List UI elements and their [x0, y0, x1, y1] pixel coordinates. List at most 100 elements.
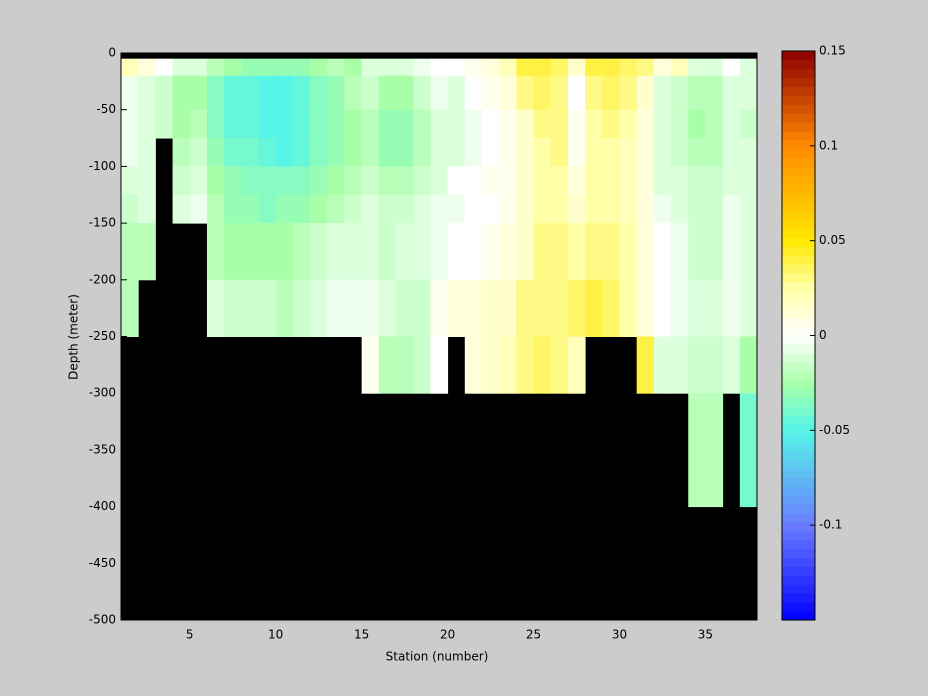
heatmap-cell — [413, 279, 431, 337]
heatmap-cell — [258, 58, 277, 77]
heatmap-cell — [636, 109, 655, 139]
heatmap-cell — [567, 75, 586, 111]
heatmap-cell — [327, 109, 345, 139]
heatmap-cell — [619, 138, 638, 167]
heatmap-cell — [550, 336, 569, 394]
heatmap-cell — [722, 138, 741, 167]
heatmap-cell — [327, 194, 345, 224]
heatmap-cell — [739, 138, 758, 167]
heatmap-cell — [224, 194, 242, 224]
heatmap-cell — [481, 279, 500, 337]
heatmap-cell — [224, 138, 242, 167]
heatmap-cell — [688, 166, 706, 196]
heatmap-cell — [189, 194, 208, 224]
colorbar-swatch — [782, 371, 815, 381]
heatmap-cell — [206, 223, 225, 281]
heatmap-cell — [516, 223, 535, 281]
heatmap-cell — [292, 109, 311, 139]
heatmap-cell — [413, 194, 431, 224]
colorbar-swatch — [782, 202, 815, 212]
colorbar-swatch — [782, 388, 815, 399]
heatmap-cell — [241, 109, 260, 139]
heatmap-cell — [121, 279, 139, 337]
colorbar-swatch — [782, 59, 815, 70]
heatmap-cell — [292, 75, 311, 111]
heatmap-cell — [310, 138, 328, 167]
heatmap-cell — [189, 138, 208, 167]
colorbar-swatch — [782, 317, 815, 328]
colorbar-swatch — [782, 255, 815, 265]
x-tick-label: 25 — [526, 628, 541, 642]
heatmap-cell — [464, 166, 483, 196]
colorbar-swatch — [782, 397, 815, 408]
heatmap-cell — [688, 223, 706, 281]
heatmap-cell — [739, 279, 758, 337]
colorbar-swatch — [782, 442, 815, 452]
heatmap-cell — [206, 58, 225, 77]
colorbar-swatch — [782, 353, 815, 363]
colorbar-swatch — [782, 406, 815, 416]
heatmap-cell — [653, 58, 672, 77]
heatmap-cell — [344, 279, 363, 337]
heatmap-cell — [275, 75, 294, 111]
heatmap-cell — [413, 109, 431, 139]
heatmap-cell — [705, 58, 724, 77]
colorbar-swatch — [782, 219, 815, 230]
colorbar-swatch — [782, 459, 815, 470]
heatmap-cell — [688, 75, 706, 111]
heatmap-cell — [121, 138, 139, 167]
heatmap-cell — [378, 75, 397, 111]
heatmap-cell — [138, 109, 156, 139]
heatmap-cell — [344, 138, 363, 167]
heatmap-cell — [636, 223, 655, 281]
heatmap-cell — [206, 109, 225, 139]
heatmap-cell — [206, 166, 225, 196]
heatmap-cell — [292, 166, 311, 196]
heatmap-cell — [430, 138, 449, 167]
colorbar-swatch — [782, 86, 815, 96]
heatmap-cell — [310, 75, 328, 111]
heatmap-cell — [344, 166, 363, 196]
heatmap-cell — [671, 336, 689, 394]
heatmap-cell — [653, 194, 672, 224]
colorbar-swatch — [782, 273, 815, 283]
heatmap-cell — [602, 194, 620, 224]
heatmap-cell — [258, 194, 277, 224]
heatmap-cell — [327, 279, 345, 337]
y-axis-label: Depth (meter) — [67, 294, 81, 380]
heatmap-cell — [275, 194, 294, 224]
y-tick-label: -300 — [89, 386, 116, 400]
heatmap-cell — [602, 58, 620, 77]
colorbar-tick-label: -0.1 — [819, 518, 842, 532]
heatmap-cell — [533, 109, 552, 139]
heatmap-cell — [739, 58, 758, 77]
colorbar-swatch — [782, 148, 815, 159]
heatmap-cell — [585, 109, 603, 139]
heatmap-cell — [499, 279, 517, 337]
x-tick-label: 10 — [268, 628, 283, 642]
heatmap-cell — [464, 75, 483, 111]
heatmap-cell — [499, 194, 517, 224]
colorbar-swatch — [782, 602, 815, 612]
colorbar-swatch — [782, 166, 815, 176]
heatmap-cell — [516, 58, 535, 77]
heatmap-cell — [567, 279, 586, 337]
heatmap-cell — [327, 138, 345, 167]
heatmap-cell — [241, 138, 260, 167]
heatmap-cell — [619, 279, 638, 337]
heatmap-cell — [722, 58, 741, 77]
heatmap-cell — [499, 109, 517, 139]
heatmap-cell — [739, 194, 758, 224]
heatmap-cell — [121, 58, 139, 77]
heatmap-cell — [653, 138, 672, 167]
colorbar-swatch — [782, 246, 815, 256]
heatmap-cell — [241, 166, 260, 196]
heatmap-cell — [636, 138, 655, 167]
colorbar-swatch — [782, 326, 815, 336]
colorbar-swatch — [782, 193, 815, 203]
colorbar-swatch — [782, 424, 815, 434]
colorbar-swatch — [782, 104, 815, 114]
y-tick-label: -400 — [89, 499, 116, 513]
heatmap-cell — [550, 166, 569, 196]
